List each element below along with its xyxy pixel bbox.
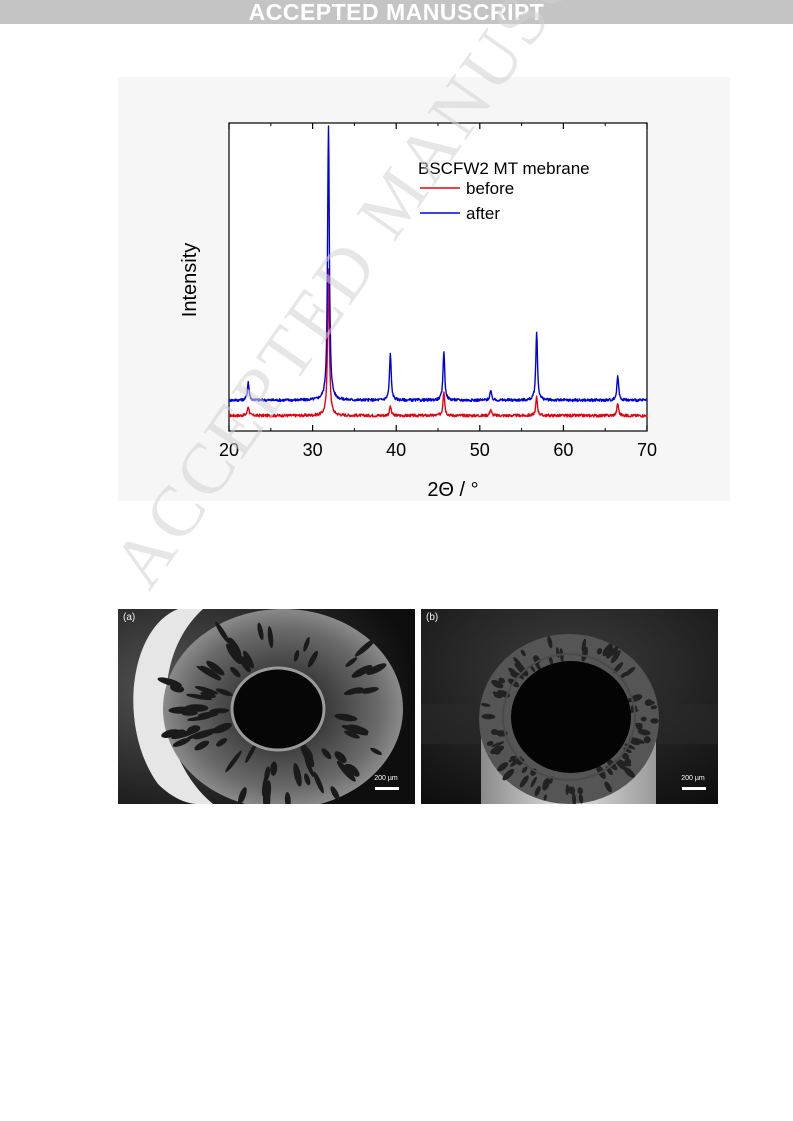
series-line-before [228, 268, 648, 418]
x-tick-label: 40 [386, 440, 406, 460]
x-tick-label: 60 [553, 440, 573, 460]
x-axis-label: 2Θ / ° [427, 479, 478, 501]
series-line-after [228, 125, 648, 403]
x-tick-label: 30 [303, 440, 323, 460]
accepted-manuscript-banner: ACCEPTED MANUSCRIPT [0, 0, 793, 25]
legend-label-after: after [466, 204, 500, 223]
sem-image-a: (a) 200 µm [118, 609, 415, 804]
y-axis-label: Intensity [179, 243, 201, 317]
sem-label-b: (b) [426, 612, 439, 623]
plot-area [228, 122, 648, 432]
legend-label-before: before [466, 179, 514, 198]
sem-image-a-graphic [118, 609, 415, 804]
xrd-chart-panel: 20 30 40 50 60 70 BSCFW2 MT mebrane before afte… [118, 77, 730, 501]
scale-bar-label-a: 200 µm [374, 775, 398, 782]
legend-title: BSCFW2 MT mebrane [418, 159, 590, 178]
sem-label-a: (a) [123, 612, 136, 623]
sem-image-b: (b) 200 µm [421, 609, 718, 804]
scale-bar-label-b: 200 µm [681, 775, 705, 782]
x-tick-label: 20 [219, 440, 239, 460]
scale-bar-b [682, 787, 706, 790]
x-tick-label: 50 [470, 440, 490, 460]
x-tick-label: 70 [637, 440, 657, 460]
sem-image-b-graphic [421, 609, 718, 804]
scale-bar-a [375, 787, 399, 790]
